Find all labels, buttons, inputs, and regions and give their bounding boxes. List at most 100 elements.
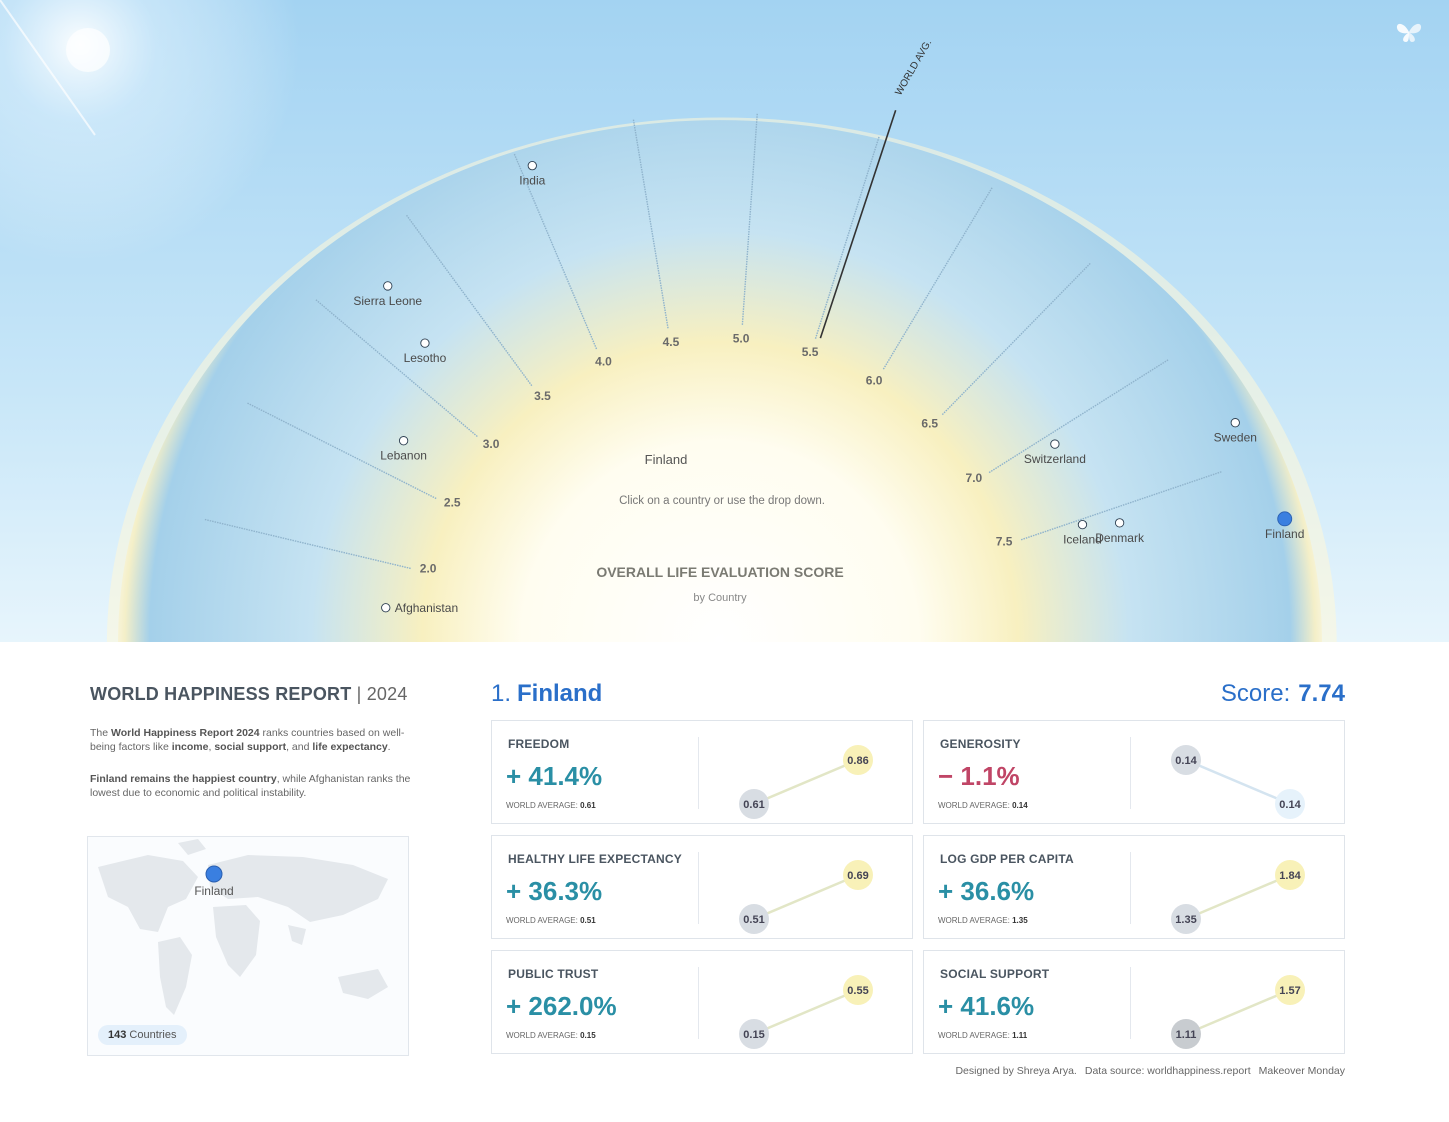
axis-ray [513,153,598,350]
slope-line [1185,988,1291,1036]
axis-ray [246,402,437,500]
metric-card: SOCIAL SUPPORT + 41.6% WORLD AVERAGE: 1.11… [923,950,1345,1054]
world-value-bubble [739,789,769,819]
card-divider [698,967,699,1039]
metric-change: + 41.6% [938,991,1035,1021]
country-dot[interactable] [527,161,537,171]
chart-title: OVERALL LIFE EVALUATION SCORE [596,564,843,580]
axis-tick-label: 4.5 [663,335,680,349]
metric-name: LOG GDP PER CAPITA [940,852,1074,866]
country-value-label: 1.84 [1279,870,1301,882]
world-average-note: WORLD AVERAGE: 0.61 [506,801,596,810]
chart-hint: Click on a country or use the drop down. [619,495,825,507]
country-dot[interactable] [1230,418,1240,428]
world-value-bubble [1171,904,1201,934]
card-divider [1130,852,1131,924]
world-value-label: 0.14 [1175,755,1197,767]
country-dot-label: Sweden [1214,431,1257,445]
metric-card: LOG GDP PER CAPITA + 36.6% WORLD AVERAGE: … [923,835,1345,939]
makeover-monday-tag: Makeover Monday [1258,1065,1345,1077]
score-value: 7.74 [1298,680,1345,707]
world-value-label: 0.51 [743,914,764,926]
country-dot[interactable] [398,436,409,446]
slope-line [753,988,859,1036]
country-dot-label: Denmark [1095,531,1145,545]
report-year: 2024 [366,684,408,704]
axis-tick-label: 4.0 [595,355,612,369]
country-dot[interactable] [420,338,430,348]
axis-tick-label: 2.5 [444,496,461,510]
world-map[interactable]: Finland 143 Countries [87,836,409,1056]
report-intro: The World Happiness Report 2024 ranks co… [90,726,420,800]
country-dot-label: India [519,174,545,188]
country-dot-label: Iceland [1063,533,1102,547]
world-value-bubble [739,904,769,934]
country-value-label: 1.57 [1279,985,1300,997]
country-dot[interactable] [1277,511,1293,527]
slope-line [753,758,859,806]
world-average-note: WORLD AVERAGE: 1.35 [938,916,1028,925]
country-dot-label: Switzerland [1024,452,1086,466]
slope-chart: 0.15 0.55 [739,975,873,1049]
axis-tick-label: 7.5 [996,535,1013,549]
world-value-label: 0.15 [743,1029,764,1041]
slope-line [1185,873,1291,921]
selected-country-label: Finland [645,452,688,467]
country-value-bubble [1275,975,1305,1005]
axis-tick-label: 5.0 [733,332,750,346]
selected-country-name: Finland [517,680,603,707]
country-value-label: 0.69 [847,870,868,882]
country-dot[interactable] [1050,439,1060,449]
country-dot-label: Finland [1265,527,1304,541]
axis-ray [632,119,669,329]
slope-chart: 0.61 0.86 [739,745,873,819]
butterfly-icon[interactable] [1396,23,1422,42]
metric-card: GENEROSITY − 1.1% WORLD AVERAGE: 0.14 0.14 0… [923,720,1345,824]
axis-ray [941,262,1092,416]
axis-ray [988,359,1169,474]
metric-name: GENEROSITY [940,737,1021,751]
country-value-bubble [1275,789,1305,819]
metric-name: FREEDOM [508,737,570,751]
life-evaluation-chart: WORLD AVG. 2.02.53.03.54.04.5 5.05.56.06.… [0,0,1449,642]
slope-chart: 0.14 0.14 [1171,745,1305,819]
report-title: WORLD HAPPINESS REPORT | 2024 [90,684,408,704]
metric-change: + 41.4% [506,761,603,791]
country-value-label: 0.55 [847,985,868,997]
country-dot[interactable] [383,281,393,291]
country-value-bubble [843,745,873,775]
map-country-label: Finland [194,884,233,898]
chart-area: WORLD AVG. 2.0 2.5 3.0 3.5 4.0 4.5 5.0 5.5 6.0 6.… [0,0,1449,642]
country-dot-label: Sierra Leone [353,294,422,308]
countries-count-badge: 143 Countries [98,1025,187,1045]
intro-paragraph-2: Finland remains the happiest country, wh… [90,773,411,799]
world-average-note: WORLD AVERAGE: 0.15 [506,1031,596,1040]
metric-name: PUBLIC TRUST [508,967,599,981]
world-average-note: WORLD AVERAGE: 0.51 [506,916,596,925]
axis-ray [315,298,478,438]
axis-tick-label: 6.0 [866,374,883,388]
country-dot-label: Afghanistan [395,601,458,615]
data-source[interactable]: Data source: worldhappiness.report [1084,1065,1251,1077]
map-selected-marker[interactable] [205,865,223,883]
country-dot[interactable] [1114,518,1125,528]
country-dot-label: Lesotho [404,351,447,365]
axis-ray [882,186,993,370]
world-map-shapes: Finland [98,839,388,1015]
slope-line [1185,758,1291,806]
country-value-label: 0.86 [847,755,868,767]
metric-change: + 262.0% [506,991,617,1021]
card-divider [698,737,699,809]
country-dot[interactable] [1077,519,1088,530]
card-divider [698,852,699,924]
axis-ray [814,136,880,339]
world-value-label: 1.35 [1175,914,1196,926]
country-dot[interactable] [381,603,391,613]
intro-paragraph: The World Happiness Report 2024 ranks co… [90,727,405,753]
axis-tick-label: 7.0 [966,471,983,485]
country-value-label: 0.14 [1279,799,1301,811]
metric-card: HEALTHY LIFE EXPECTANCY + 36.3% WORLD AVER… [491,835,913,939]
metric-name: HEALTHY LIFE EXPECTANCY [508,852,682,866]
world-average-note: WORLD AVERAGE: 1.11 [938,1031,1028,1040]
designer-credit: Designed by Shreya Arya. [955,1065,1077,1077]
